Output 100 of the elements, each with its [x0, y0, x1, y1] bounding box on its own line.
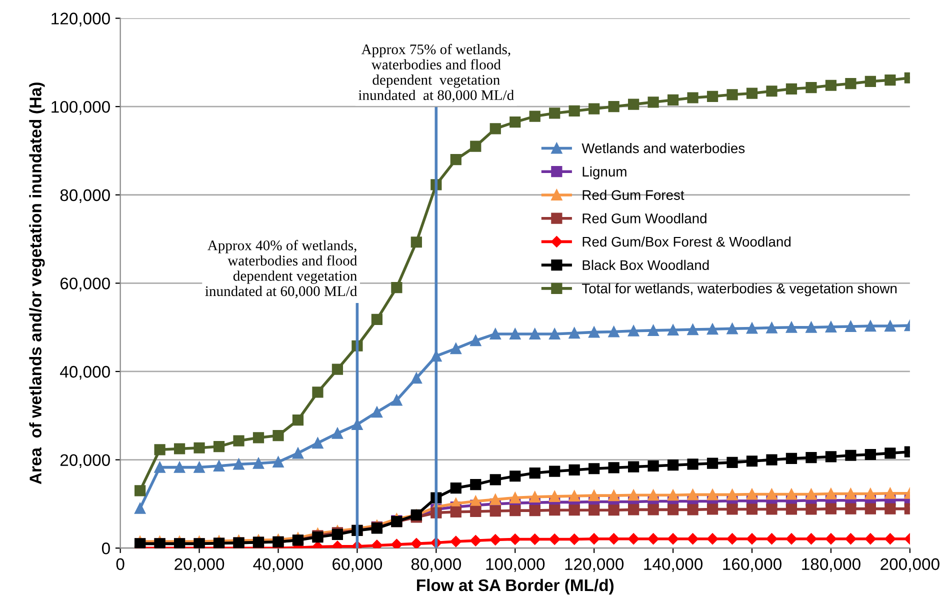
point — [568, 328, 580, 339]
legend-label: Red Gum Forest — [582, 190, 684, 200]
point — [470, 496, 482, 507]
point — [410, 372, 422, 384]
legend-label: Wetlands and waterbodies — [582, 143, 745, 154]
point — [628, 533, 640, 544]
point — [529, 328, 540, 340]
point — [588, 533, 600, 544]
point — [726, 456, 738, 468]
point — [687, 92, 698, 104]
point — [667, 324, 679, 336]
point — [213, 440, 225, 452]
point — [510, 492, 521, 504]
point — [648, 533, 659, 544]
point — [628, 98, 640, 110]
point — [667, 490, 679, 501]
point — [410, 236, 422, 248]
point — [549, 504, 560, 516]
x-tick-label: 80,000 — [411, 558, 461, 572]
point — [233, 435, 244, 446]
point — [806, 322, 817, 333]
point — [154, 462, 166, 473]
point — [786, 533, 798, 544]
point — [568, 504, 580, 516]
point — [529, 534, 540, 545]
point — [490, 534, 501, 546]
point — [312, 437, 324, 449]
point — [194, 442, 205, 454]
point — [568, 105, 580, 117]
point — [588, 490, 600, 502]
y-tick-label: 80,000 — [60, 189, 110, 204]
point — [529, 467, 540, 479]
point — [292, 414, 304, 426]
point — [746, 533, 758, 544]
point — [470, 506, 482, 518]
point — [470, 140, 482, 152]
point — [194, 462, 205, 473]
point — [825, 533, 837, 544]
point — [174, 443, 186, 454]
point — [726, 323, 738, 334]
x-tick-label: 20,000 — [174, 558, 224, 572]
point — [746, 504, 758, 515]
point — [174, 462, 186, 473]
point — [806, 82, 817, 94]
point — [549, 108, 560, 119]
point — [648, 324, 659, 336]
point — [213, 460, 225, 472]
point — [746, 456, 758, 467]
point — [332, 428, 344, 439]
point — [825, 80, 837, 91]
point — [825, 451, 837, 462]
point — [608, 326, 620, 338]
y-tick-label: 40,000 — [60, 366, 110, 380]
point — [252, 458, 264, 469]
y-tick-label: 0 — [102, 542, 110, 554]
point — [154, 444, 166, 456]
y-tick-label: 100,000 — [52, 100, 110, 115]
point — [706, 489, 718, 500]
point — [490, 494, 501, 506]
point — [884, 448, 896, 459]
point — [706, 90, 718, 102]
point — [529, 505, 540, 516]
point — [786, 488, 798, 500]
point — [825, 503, 837, 514]
point — [806, 452, 817, 464]
x-tick-label: 200,000 — [880, 558, 940, 572]
point — [371, 540, 383, 548]
point — [845, 488, 856, 500]
point — [706, 504, 718, 515]
point — [884, 533, 896, 544]
point — [450, 482, 462, 494]
point — [608, 101, 620, 112]
point — [549, 466, 560, 477]
point — [391, 282, 402, 294]
point — [884, 503, 896, 514]
point — [766, 504, 778, 515]
point — [470, 335, 482, 346]
y-tick-label: 20,000 — [60, 454, 110, 468]
point — [706, 324, 718, 335]
x-axis-title: Flow at SA Border (ML/d) — [417, 578, 614, 594]
y-tick-label: 120,000 — [52, 12, 110, 26]
x-tick-label: 120,000 — [565, 558, 624, 572]
x-tick-label: 180,000 — [802, 558, 860, 572]
point — [687, 489, 698, 500]
point — [628, 461, 640, 472]
x-tick-label: 60,000 — [332, 558, 382, 572]
point — [726, 533, 738, 544]
legend-label: Lignum — [582, 166, 626, 180]
y-axis-title: Area of wetlands and/or vegetation inundated (Ha) — [29, 82, 45, 484]
point — [568, 534, 580, 545]
point — [864, 76, 876, 87]
point — [548, 534, 560, 545]
point — [568, 490, 580, 502]
point — [687, 504, 698, 516]
point — [410, 538, 422, 548]
point — [510, 534, 521, 545]
point — [470, 478, 482, 490]
point — [884, 74, 896, 86]
point — [312, 386, 324, 398]
x-tick-label: 160,000 — [723, 558, 782, 572]
